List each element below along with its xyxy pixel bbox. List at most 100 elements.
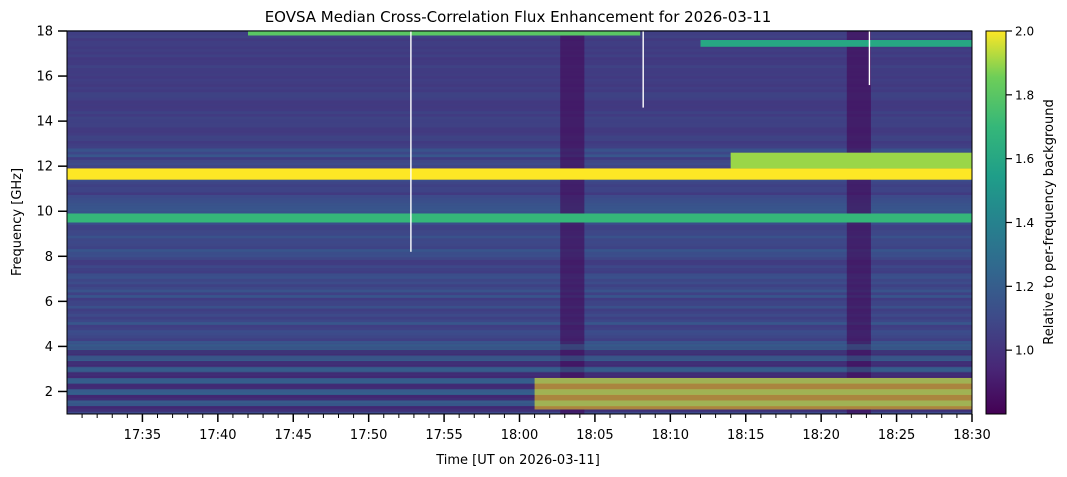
y-tick-label: 18 (36, 25, 53, 40)
heatmap-cells (67, 30, 972, 414)
plot-area (66, 30, 973, 415)
y-tick-label: 4 (45, 340, 53, 355)
texture-stripe (67, 243, 972, 247)
x-axis-label: Time [UT on 2026-03-11] (435, 453, 600, 468)
x-tick-label: 18:20 (802, 428, 839, 443)
texture-stripe (67, 232, 972, 236)
colorbar-tick-label: 2.0 (1015, 25, 1034, 39)
texture-stripe (67, 186, 972, 190)
texture-stripe (67, 397, 972, 401)
texture-stripe (67, 249, 972, 252)
texture-stripe (67, 222, 972, 225)
x-tick-label: 17:35 (124, 428, 161, 443)
colorbar-ticks: 1.0 1.2 1.4 1.6 1.8 2.0 (1006, 25, 1034, 358)
x-tick-label: 17:55 (425, 428, 462, 443)
colorbar-gradient (985, 30, 1007, 415)
texture-stripe (67, 381, 972, 385)
texture-stripe (67, 149, 972, 152)
texture-stripe (67, 351, 972, 355)
bright-band (730, 152, 972, 169)
texture-stripe (67, 151, 972, 155)
texture-stripe (67, 392, 972, 396)
texture-stripe (67, 370, 972, 374)
texture-stripe (67, 195, 972, 198)
x-tick-label: 18:10 (652, 428, 689, 443)
texture-stripe (67, 265, 972, 269)
texture-stripe (67, 332, 972, 336)
texture-stripe (67, 313, 972, 317)
texture-stripe (67, 292, 972, 296)
texture-stripe (67, 181, 972, 185)
texture-stripe (67, 319, 972, 323)
low-frequency-stripe (67, 377, 972, 384)
low-frequency-stripe (67, 349, 972, 356)
texture-stripe (67, 346, 972, 350)
texture-stripe (67, 349, 972, 352)
texture-stripe (67, 411, 972, 414)
texture-stripe (67, 278, 972, 282)
low-frequency-stripe (67, 400, 972, 407)
texture-stripe (67, 338, 972, 342)
low-frequency-stripe (67, 383, 972, 390)
texture-stripe (67, 189, 972, 193)
texture-stripe (67, 230, 972, 233)
y-tick-label: 10 (36, 205, 53, 220)
texture-stripe (67, 386, 972, 390)
texture-stripe (67, 246, 972, 250)
texture-stripe (67, 281, 972, 285)
texture-stripe (67, 211, 972, 214)
texture-stripe (67, 389, 972, 393)
texture-stripe (67, 305, 972, 309)
texture-stripe (67, 157, 972, 160)
y-tick-label: 8 (45, 250, 53, 265)
texture-stripe (67, 341, 972, 344)
texture-stripe (67, 373, 972, 377)
texture-stripe (67, 192, 972, 196)
texture-stripe (67, 295, 972, 298)
colorbar-tick-label: 1.8 (1015, 88, 1034, 102)
texture-stripe (67, 395, 972, 398)
data-gap-line (642, 31, 644, 108)
texture-stripe (67, 359, 972, 363)
texture-stripe (67, 357, 972, 360)
texture-stripe (67, 262, 972, 266)
texture-stripe (67, 205, 972, 209)
texture-stripe (67, 240, 972, 244)
x-tick-label: 18:25 (878, 428, 915, 443)
texture-stripe (67, 300, 972, 304)
texture-stripe (67, 324, 972, 328)
texture-stripe (67, 365, 972, 369)
texture-stripe (67, 268, 972, 271)
texture-stripe (67, 273, 972, 277)
bright-band (67, 168, 972, 180)
texture-stripe (67, 251, 972, 255)
x-tick-label: 17:40 (199, 428, 236, 443)
texture-stripe (67, 343, 972, 347)
texture-stripe (67, 259, 972, 263)
texture-stripe (67, 270, 972, 274)
x-tick-label: 18:30 (953, 428, 990, 443)
y-tick-label: 2 (45, 385, 53, 400)
low-frequency-stripe (67, 389, 972, 395)
y-tick-label: 16 (36, 70, 53, 85)
texture-stripe (67, 297, 972, 301)
x-tick-label: 17:45 (275, 428, 312, 443)
y-tick-label: 12 (36, 160, 53, 175)
texture-stripe (67, 284, 972, 287)
texture-stripe (67, 354, 972, 358)
texture-stripe (67, 178, 972, 182)
texture-stripe (67, 316, 972, 320)
texture-stripe (67, 238, 972, 241)
texture-stripe (67, 224, 972, 228)
texture-stripe (67, 184, 972, 187)
low-frequency-stripe (67, 366, 972, 373)
texture-stripe (67, 154, 972, 158)
low-frequency-stripe (67, 406, 972, 412)
texture-stripe (67, 368, 972, 371)
data-gap-line (868, 31, 871, 86)
y-tick-label: 6 (45, 295, 53, 310)
texture-stripe (67, 335, 972, 339)
texture-stripe (67, 378, 972, 382)
texture-stripe (67, 257, 972, 260)
